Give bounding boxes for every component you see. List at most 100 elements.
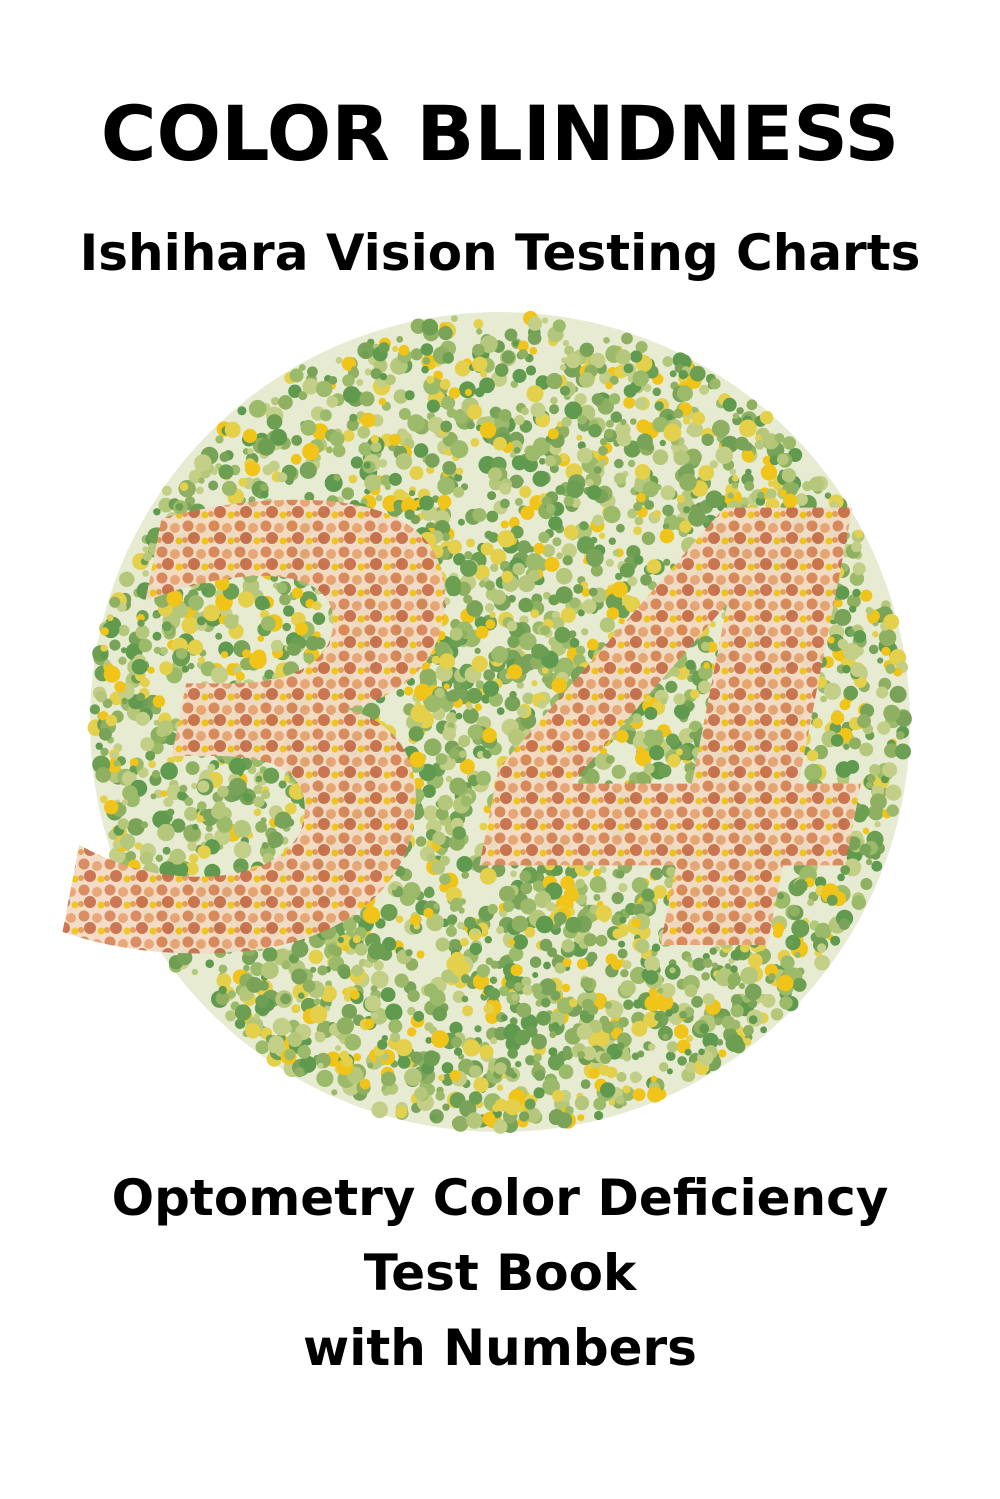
dot [647, 1086, 663, 1103]
dot [708, 720, 717, 729]
dot [213, 569, 221, 578]
dot [633, 526, 642, 536]
dot [426, 375, 435, 384]
dot [630, 350, 643, 363]
dot [533, 1087, 545, 1099]
dot [552, 1089, 565, 1102]
dot [788, 819, 798, 829]
dot [262, 464, 274, 476]
dot [435, 1091, 446, 1101]
dot [770, 731, 788, 749]
dot [765, 543, 773, 550]
dot [378, 609, 387, 619]
dot [623, 363, 634, 374]
dot [383, 678, 394, 689]
dot [141, 821, 149, 829]
dot [204, 863, 221, 881]
dot [603, 337, 610, 344]
dot [413, 443, 429, 458]
dot [618, 617, 625, 625]
dot [577, 1114, 585, 1122]
dot [594, 1110, 604, 1121]
dot [466, 421, 475, 430]
plate-number: 34 [63, 388, 898, 1087]
dot [305, 599, 315, 609]
dot [255, 775, 263, 783]
dot [307, 366, 318, 378]
dot [283, 903, 292, 913]
dot [426, 913, 444, 932]
dot [462, 707, 479, 724]
dot [688, 831, 703, 846]
dot [535, 999, 543, 1007]
dot [500, 498, 510, 509]
dot [543, 961, 551, 970]
dot [421, 318, 439, 336]
dot [361, 609, 371, 619]
dot [632, 1088, 646, 1102]
dot [243, 964, 250, 972]
dot [342, 374, 355, 387]
dot [466, 1112, 483, 1129]
dot [256, 923, 268, 936]
dot [452, 1116, 469, 1132]
dot [541, 317, 549, 324]
dot [147, 666, 155, 674]
dot [793, 729, 811, 747]
dot [279, 593, 291, 606]
dot [296, 731, 307, 742]
dot [682, 603, 697, 617]
dot [178, 573, 193, 588]
dot [291, 435, 303, 446]
dot [247, 737, 260, 750]
dot [350, 366, 358, 374]
dot [527, 316, 543, 331]
dot [191, 782, 198, 790]
dot [623, 396, 636, 409]
dot [442, 1103, 450, 1111]
dot [827, 578, 834, 586]
dot [350, 456, 363, 469]
footer: Optometry Color Deficiency Test Book with … [112, 1169, 889, 1377]
dot [474, 842, 493, 861]
dot [605, 558, 614, 568]
dot [379, 372, 388, 381]
dot [695, 809, 713, 828]
dot [262, 852, 274, 865]
dot [283, 605, 295, 617]
dot [420, 343, 434, 356]
dot [134, 842, 143, 850]
dot [663, 558, 671, 566]
dot [599, 438, 608, 446]
dot [215, 435, 224, 444]
dot [331, 1089, 338, 1096]
dot [652, 387, 662, 397]
dot [174, 721, 185, 731]
dot [472, 356, 488, 372]
dot [728, 837, 736, 845]
dot [410, 348, 423, 361]
dot [662, 356, 674, 367]
dot [552, 319, 566, 333]
dot [127, 818, 145, 836]
dot [527, 331, 542, 346]
dot [709, 621, 716, 628]
dot [492, 1103, 501, 1112]
dot [184, 806, 199, 821]
dot [325, 446, 333, 454]
dot [392, 345, 399, 352]
dot [578, 372, 595, 388]
dot [607, 631, 617, 641]
dot [473, 319, 484, 329]
dot [655, 662, 673, 680]
dot [388, 741, 403, 756]
dot [889, 685, 907, 703]
dot [591, 794, 601, 804]
dot [155, 854, 163, 862]
dot [250, 754, 264, 767]
dot [448, 939, 463, 954]
dot [739, 513, 748, 523]
dot [525, 365, 537, 376]
dot [446, 712, 458, 724]
dot [814, 655, 828, 669]
